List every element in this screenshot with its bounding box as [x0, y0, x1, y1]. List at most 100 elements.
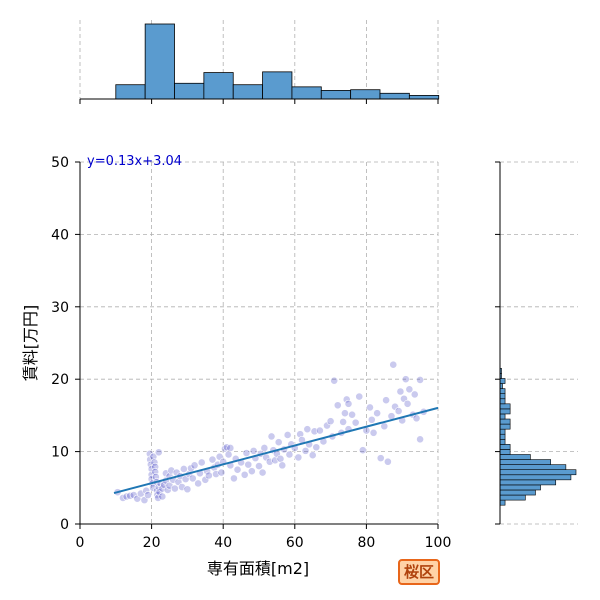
y-hist-bar	[499, 398, 506, 405]
y-hist-bar	[499, 444, 511, 450]
data-point	[383, 457, 392, 466]
data-point	[389, 360, 398, 369]
data-point	[296, 430, 305, 439]
x-hist-bar	[115, 84, 146, 100]
data-point	[208, 455, 217, 464]
data-point	[294, 453, 303, 462]
data-point	[376, 454, 385, 463]
data-point	[258, 468, 267, 477]
y-hist-bar	[499, 408, 511, 415]
data-point	[204, 471, 213, 480]
data-point	[373, 409, 382, 418]
y-hist-bar	[499, 489, 536, 496]
data-point	[249, 446, 258, 455]
data-point	[149, 483, 157, 492]
y-hist-bar	[499, 433, 506, 440]
data-point	[330, 376, 339, 385]
data-point	[170, 484, 179, 493]
data-point	[403, 399, 412, 408]
x-hist-bar	[144, 23, 175, 100]
data-point	[341, 409, 349, 418]
y-hist-bar	[499, 413, 506, 420]
data-point	[154, 494, 162, 502]
x-hist-bar	[291, 86, 322, 100]
y-hist-bar	[499, 494, 526, 501]
data-point	[283, 431, 292, 439]
data-point	[255, 462, 263, 470]
y-hist-bar	[499, 388, 506, 394]
data-point	[355, 392, 364, 401]
data-point	[396, 387, 405, 396]
data-point	[158, 492, 167, 501]
y-hist-bar	[499, 449, 511, 455]
data-point	[197, 458, 206, 467]
data-point	[358, 446, 367, 455]
data-point	[142, 486, 151, 495]
data-point	[348, 410, 356, 419]
data-point	[267, 432, 276, 441]
y-hist-bar	[499, 469, 577, 476]
y-hist-bar	[499, 438, 506, 445]
data-point	[369, 428, 378, 437]
y-hist-bar	[499, 474, 572, 481]
data-point	[154, 448, 163, 457]
district-badge: 桜区	[398, 559, 441, 585]
x-hist-bar	[408, 95, 440, 100]
data-point	[190, 461, 199, 470]
data-point	[367, 415, 376, 424]
x-tick-label: 100	[425, 535, 452, 551]
x-axis-title: 専有面積[m2]	[207, 559, 309, 578]
data-point	[312, 443, 321, 452]
x-hist-bar	[174, 82, 205, 100]
data-point	[149, 452, 158, 461]
y-axis-title: 賃料[万円]	[21, 305, 40, 382]
y-hist-bar	[499, 418, 511, 425]
scatter-plot-area: 0 20 40 60 80 100 0 10 20 30 40 50	[51, 155, 451, 551]
data-point	[366, 403, 374, 412]
data-point	[416, 435, 424, 444]
data-point	[226, 444, 235, 452]
x-tick-label: 40	[214, 535, 232, 551]
data-point	[233, 465, 242, 474]
x-tick-label: 20	[143, 535, 161, 551]
data-point	[278, 461, 287, 470]
y-hist-bar	[499, 403, 511, 410]
data-point	[285, 450, 294, 459]
y-hist-bar	[499, 499, 506, 506]
data-point	[405, 385, 414, 394]
y-tick-label: 0	[60, 517, 69, 533]
data-point	[240, 470, 249, 479]
y-hist-bar	[499, 459, 551, 465]
x-hist-bar	[320, 90, 352, 100]
y-hist-bar	[499, 454, 531, 460]
x-hist-bar	[203, 72, 234, 100]
y-hist-bar	[499, 484, 541, 491]
y-hist-bar	[499, 428, 506, 435]
y-tick-label: 50	[51, 155, 69, 171]
data-point	[303, 425, 312, 434]
data-point	[274, 438, 283, 447]
data-point	[382, 396, 390, 405]
regression-equation-label: y=0.13x+3.04	[87, 154, 182, 169]
data-point	[394, 407, 403, 415]
regression-line	[113, 406, 439, 495]
data-point	[144, 491, 152, 499]
data-point	[276, 454, 285, 463]
data-point	[401, 375, 410, 384]
x-hist-bar	[350, 89, 381, 100]
data-point	[315, 426, 324, 435]
y-tick-label: 20	[51, 372, 69, 388]
data-point	[217, 468, 226, 477]
data-point	[308, 451, 317, 460]
data-point	[183, 485, 192, 494]
data-point	[380, 422, 389, 431]
y-hist-bar	[499, 423, 511, 430]
data-point	[351, 418, 360, 427]
data-point	[344, 399, 353, 408]
y-hist-bar	[499, 393, 506, 400]
data-point	[412, 414, 421, 423]
data-point	[410, 390, 419, 399]
data-point	[301, 446, 310, 455]
data-point	[260, 444, 269, 452]
